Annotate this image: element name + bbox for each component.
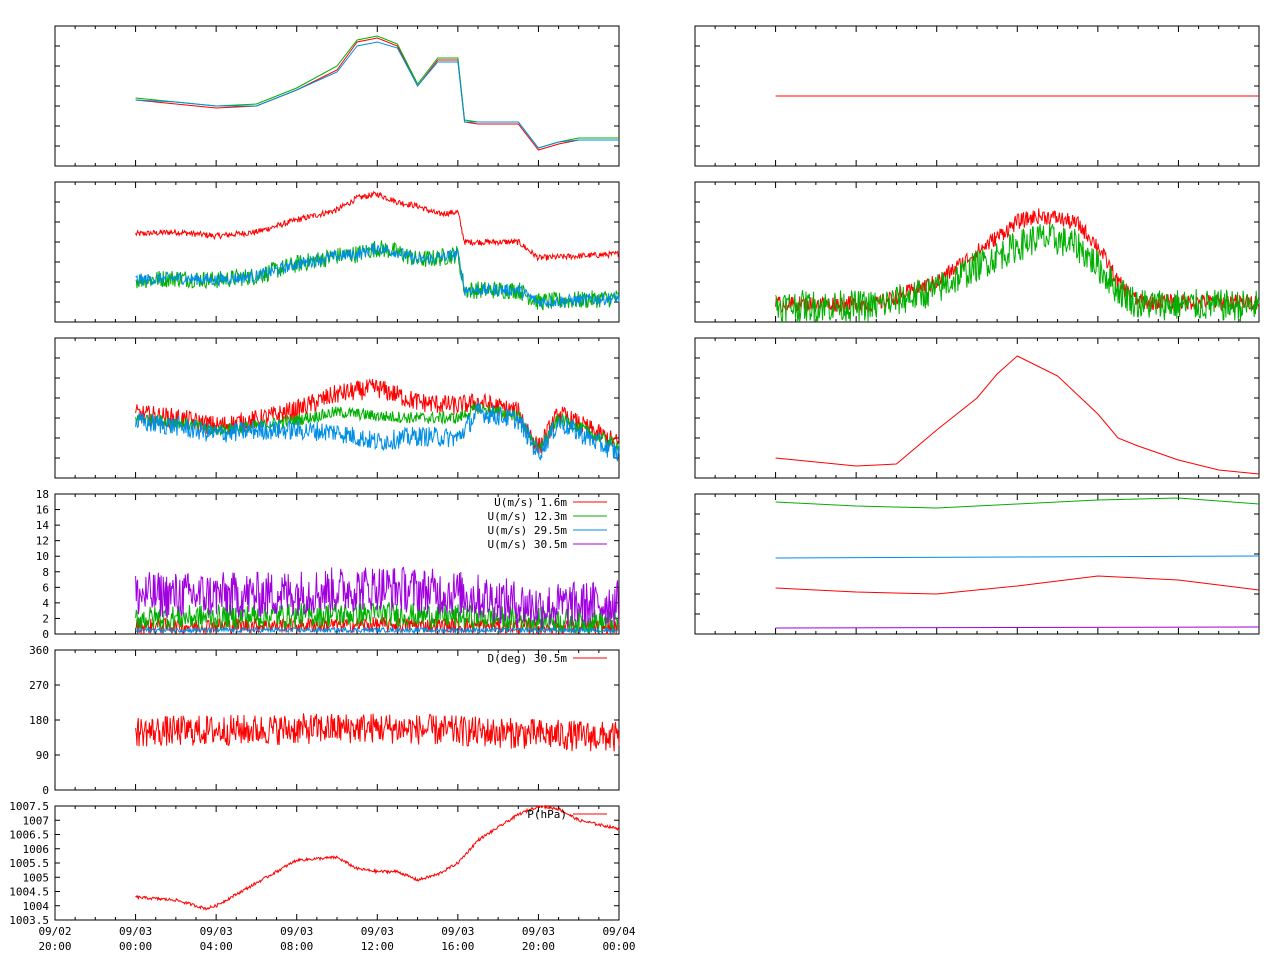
y-tick-label: 14 xyxy=(36,519,50,532)
x-tick-label: 00:00 xyxy=(602,940,635,953)
series-line xyxy=(135,602,620,634)
panel-p5: 0 90 180 270 360 D(deg) 30.5m xyxy=(29,644,620,797)
x-tick-label: 09/03 xyxy=(200,925,233,938)
panel-p2 xyxy=(54,181,620,323)
y-tick-label: 16 xyxy=(36,504,49,517)
panel-r1 xyxy=(694,25,1260,167)
series-line xyxy=(135,190,619,262)
y-tick-label: 2 xyxy=(42,612,49,625)
series-line xyxy=(135,804,620,911)
legend-label: P(hPa) xyxy=(527,808,567,821)
legend-label: U(m/s) 12.3m xyxy=(488,510,568,523)
panel-r2 xyxy=(694,181,1260,324)
x-tick-label: 09/02 xyxy=(38,925,71,938)
panel-r4 xyxy=(694,493,1260,635)
y-tick-label: 270 xyxy=(29,679,49,692)
x-tick-label: 16:00 xyxy=(441,940,474,953)
y-tick-label: 0 xyxy=(42,784,49,797)
y-tick-label: 1005 xyxy=(23,871,50,884)
panel-r3 xyxy=(694,337,1260,479)
series-line xyxy=(135,41,619,149)
y-tick-label: 360 xyxy=(29,644,49,657)
series-line xyxy=(135,566,620,629)
series-line xyxy=(135,35,619,149)
y-tick-label: 4 xyxy=(42,597,49,610)
x-tick-label: 12:00 xyxy=(361,940,394,953)
x-tick-label: 08:00 xyxy=(280,940,313,953)
panel-p1 xyxy=(54,25,620,167)
plot-frame xyxy=(54,337,620,479)
y-tick-label: 1007.5 xyxy=(9,800,49,813)
series-line xyxy=(775,223,1260,324)
y-tick-label: 6 xyxy=(42,581,49,594)
x-tick-label: 09/04 xyxy=(602,925,635,938)
y-tick-label: 90 xyxy=(36,749,49,762)
y-tick-label: 1004.5 xyxy=(9,886,49,899)
series-line xyxy=(775,555,1260,559)
x-tick-label: 20:00 xyxy=(38,940,71,953)
series-line xyxy=(135,243,620,309)
series-line xyxy=(775,208,1260,314)
y-tick-label: 8 xyxy=(42,566,49,579)
series-line xyxy=(135,713,620,752)
y-tick-label: 18 xyxy=(36,488,49,501)
y-tick-label: 1006.5 xyxy=(9,829,49,842)
series-line xyxy=(775,575,1260,595)
series-line xyxy=(775,497,1260,509)
legend-label: U(m/s) 30.5m xyxy=(488,538,568,551)
x-tick-label: 09/03 xyxy=(522,925,555,938)
plot-frame xyxy=(54,805,620,921)
y-tick-label: 0 xyxy=(42,628,49,641)
y-tick-label: 1007 xyxy=(23,814,50,827)
y-tick-label: 1004 xyxy=(23,900,50,913)
y-tick-label: 1005.5 xyxy=(9,857,49,870)
plot-frame xyxy=(694,337,1260,479)
series-line xyxy=(135,625,620,635)
y-tick-label: 12 xyxy=(36,535,49,548)
series-line xyxy=(135,37,619,151)
legend-label: U(m/s) 29.5m xyxy=(488,524,568,537)
x-tick-label: 09/03 xyxy=(441,925,474,938)
x-tick-label: 09/03 xyxy=(361,925,394,938)
y-tick-label: 1003.5 xyxy=(9,914,49,927)
legend-label: U(m/s) 1.6m xyxy=(494,496,567,509)
x-tick-label: 09/03 xyxy=(280,925,313,938)
x-tick-label: 00:00 xyxy=(119,940,152,953)
panel-p3 xyxy=(54,337,620,479)
y-tick-label: 10 xyxy=(36,550,49,563)
series-line xyxy=(775,626,1260,629)
x-tick-label: 04:00 xyxy=(200,940,233,953)
y-tick-label: 1006 xyxy=(23,843,50,856)
legend-label: D(deg) 30.5m xyxy=(488,652,568,665)
series-line xyxy=(135,402,620,463)
plot-frame xyxy=(694,493,1260,635)
y-tick-label: 180 xyxy=(29,714,49,727)
x-tick-label: 09/03 xyxy=(119,925,152,938)
series-line xyxy=(135,616,620,635)
series-line xyxy=(775,355,1260,475)
x-tick-label: 20:00 xyxy=(522,940,555,953)
